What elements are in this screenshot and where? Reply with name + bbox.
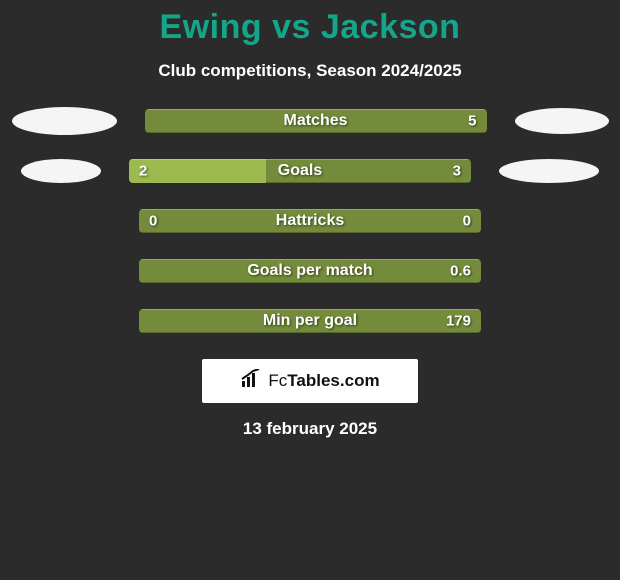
stat-row-goals: 2 Goals 3 (0, 159, 620, 183)
brand-prefix: Fc (268, 371, 287, 390)
stat-bar: Goals per match 0.6 (139, 259, 481, 283)
stat-label: Goals (278, 162, 322, 180)
stat-bar: Matches 5 (145, 109, 487, 133)
stat-bar: 0 Hattricks 0 (139, 209, 481, 233)
bar-fill (129, 159, 266, 183)
stat-bar: 2 Goals 3 (129, 159, 471, 183)
team-left-badge (21, 159, 101, 183)
stat-row-gpm: Goals per match 0.6 (0, 259, 620, 283)
stat-value-right: 5 (468, 113, 476, 130)
brand-suffix: Tables.com (287, 371, 379, 390)
stat-label: Matches (283, 112, 347, 130)
stat-value-left: 2 (139, 163, 147, 180)
stat-row-mpg: Min per goal 179 (0, 309, 620, 333)
stat-bar: Min per goal 179 (139, 309, 481, 333)
stat-label: Goals per match (247, 262, 372, 280)
team-left-badge (12, 107, 117, 135)
stat-label: Hattricks (276, 212, 344, 230)
subtitle: Club competitions, Season 2024/2025 (0, 61, 620, 81)
stat-label: Min per goal (263, 312, 357, 330)
stat-value-left: 0 (149, 213, 157, 230)
brand-link[interactable]: FcTables.com (202, 359, 418, 403)
brand-text: FcTables.com (268, 371, 379, 391)
date-label: 13 february 2025 (0, 419, 620, 439)
stat-row-matches: Matches 5 (0, 109, 620, 133)
comparison-widget: Ewing vs Jackson Club competitions, Seas… (0, 0, 620, 439)
stat-value-right: 0 (463, 213, 471, 230)
team-right-badge (515, 108, 609, 134)
team-right-badge (499, 159, 599, 183)
stat-value-right: 179 (446, 313, 471, 330)
stat-row-hattricks: 0 Hattricks 0 (0, 209, 620, 233)
chart-icon (240, 369, 262, 394)
stat-value-right: 3 (453, 163, 461, 180)
stat-value-right: 0.6 (450, 263, 471, 280)
page-title: Ewing vs Jackson (0, 8, 620, 47)
